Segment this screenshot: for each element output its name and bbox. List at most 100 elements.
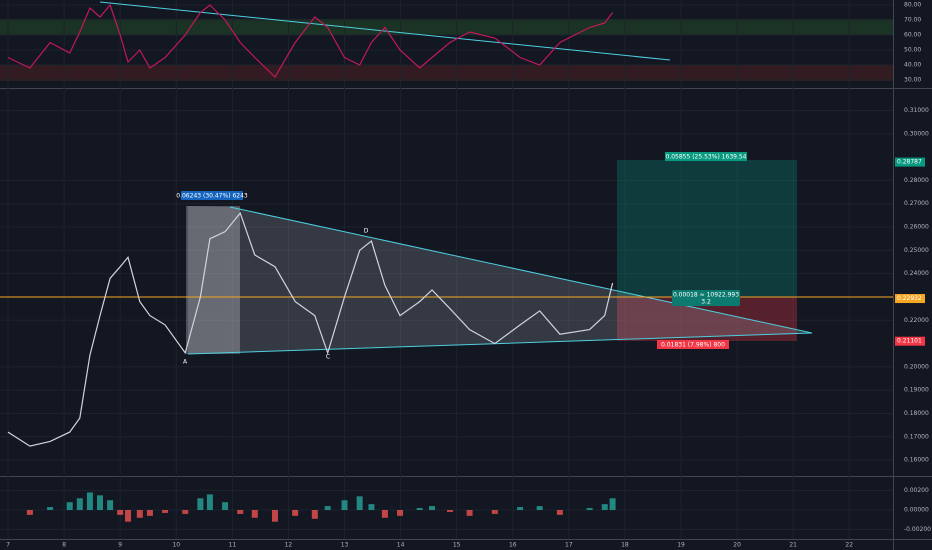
- point-label: A: [183, 359, 188, 366]
- range-label-box: [181, 191, 243, 200]
- x-tick-label: 21: [789, 542, 797, 549]
- histogram-bar: [356, 496, 363, 510]
- center-label-box: [672, 290, 740, 306]
- x-tick-label: 20: [733, 542, 741, 549]
- stop-label-box: [657, 340, 729, 349]
- histogram-bar: [47, 507, 54, 510]
- histogram-bar: [609, 498, 616, 510]
- price-tag: [895, 294, 925, 304]
- point-label: C: [326, 354, 330, 361]
- trendline-upper: [229, 206, 813, 334]
- center-ratio: 3.2: [701, 299, 711, 306]
- marks: [7, 3, 616, 522]
- stop-label: 0.01831 (7.98%) 800: [661, 342, 725, 349]
- histogram-bar: [271, 510, 278, 522]
- y-tick-label: 0.00200: [904, 487, 929, 494]
- y-tick-label: 40.00: [904, 62, 921, 69]
- y-tick-label: -0.00200: [904, 526, 931, 533]
- y-tick-label: 0.22000: [904, 317, 929, 324]
- price-tag: [895, 336, 925, 346]
- x-tick-label: 18: [621, 542, 629, 549]
- histogram-bar: [96, 495, 103, 510]
- histogram-bar: [292, 510, 299, 516]
- histogram-bar: [536, 506, 543, 510]
- y-tick-label: 50.00: [904, 47, 921, 54]
- rsi-overbought-band: [0, 19, 893, 35]
- histogram-bar: [66, 502, 73, 510]
- histogram-bar: [76, 498, 83, 510]
- histogram-bar: [251, 510, 258, 518]
- target-label: 0.05855 (25.53%) 1639.54: [666, 154, 747, 161]
- y-tick-label: 60.00: [904, 31, 921, 38]
- y-tick-label: 0.25000: [904, 247, 929, 254]
- y-tick-label: 0.20000: [904, 363, 929, 370]
- x-tick-label: 7: [6, 542, 10, 549]
- histogram-bar: [237, 510, 244, 514]
- target-label-box: [665, 152, 747, 161]
- triangle-pattern: [188, 206, 812, 354]
- histogram-bar: [182, 510, 189, 514]
- histogram-bar: [601, 504, 608, 510]
- histogram-bar: [206, 494, 213, 510]
- point-label: D: [364, 228, 369, 235]
- histogram-bar: [125, 510, 132, 522]
- price-tag: [895, 157, 925, 167]
- y-tick-label: 0.16000: [904, 457, 929, 464]
- histogram-bar: [341, 500, 348, 510]
- y-tick-label: 0.26000: [904, 224, 929, 231]
- histogram-bar: [381, 510, 388, 518]
- histogram-bar: [86, 492, 93, 510]
- histogram-bar: [26, 510, 33, 515]
- x-tick-label: 14: [397, 542, 405, 549]
- x-tick-label: 17: [565, 542, 573, 549]
- histogram-bar: [556, 510, 563, 515]
- histogram-bar: [586, 508, 593, 510]
- grid: [0, 0, 893, 539]
- histogram-bar: [222, 502, 229, 510]
- target-zone: [617, 160, 797, 297]
- histogram-bar: [368, 504, 375, 510]
- price-tag-label: 0.21101: [897, 338, 922, 345]
- histogram-bar: [162, 510, 169, 513]
- y-tick-label: 0.17000: [904, 433, 929, 440]
- histogram-bar: [311, 510, 318, 519]
- y-tick-label: 80.00: [904, 1, 921, 8]
- x-tick-label: 13: [341, 542, 349, 549]
- x-tick-label: 12: [285, 542, 293, 549]
- range-highlight: [186, 206, 240, 354]
- range-label: 0.06243 (30.47%) 6243: [176, 193, 248, 200]
- x-tick-label: 16: [509, 542, 517, 549]
- histogram-bar: [466, 510, 473, 516]
- x-tick-label: 11: [229, 542, 237, 549]
- x-tick-label: 8: [62, 542, 66, 549]
- histogram-bar: [197, 498, 204, 510]
- y-tick-label: 70.00: [904, 16, 921, 23]
- y-tick-label: 0.28000: [904, 177, 929, 184]
- histogram-bar: [107, 500, 114, 510]
- histogram-bar: [416, 508, 423, 510]
- y-tick-label: 0.19000: [904, 387, 929, 394]
- price-line: [7, 3, 614, 78]
- histogram-bar: [446, 510, 453, 512]
- y-tick-label: 30.00: [904, 77, 921, 84]
- histogram-bar: [397, 510, 404, 516]
- x-tick-label: 22: [845, 542, 853, 549]
- trendline-lower: [187, 332, 813, 355]
- price-line: [7, 211, 614, 447]
- y-tick-label: 0.18000: [904, 410, 929, 417]
- y-tick-label: 0.00000: [904, 507, 929, 514]
- y-tick-label: 0.30000: [904, 130, 929, 137]
- histogram-bar: [136, 510, 143, 518]
- y-tick-label: 0.27000: [904, 200, 929, 207]
- x-tick-label: 10: [172, 542, 180, 549]
- price-tag-label: 0.22932: [897, 295, 922, 302]
- histogram-bar: [117, 510, 124, 515]
- histogram-bar: [146, 510, 153, 516]
- rsi-oversold-band: [0, 65, 893, 81]
- histogram-bar: [491, 510, 498, 514]
- price-tag-label: 0.28787: [897, 159, 922, 166]
- y-tick-label: 0.24000: [904, 270, 929, 277]
- histogram-bar: [429, 506, 436, 510]
- histogram-bar: [517, 507, 524, 510]
